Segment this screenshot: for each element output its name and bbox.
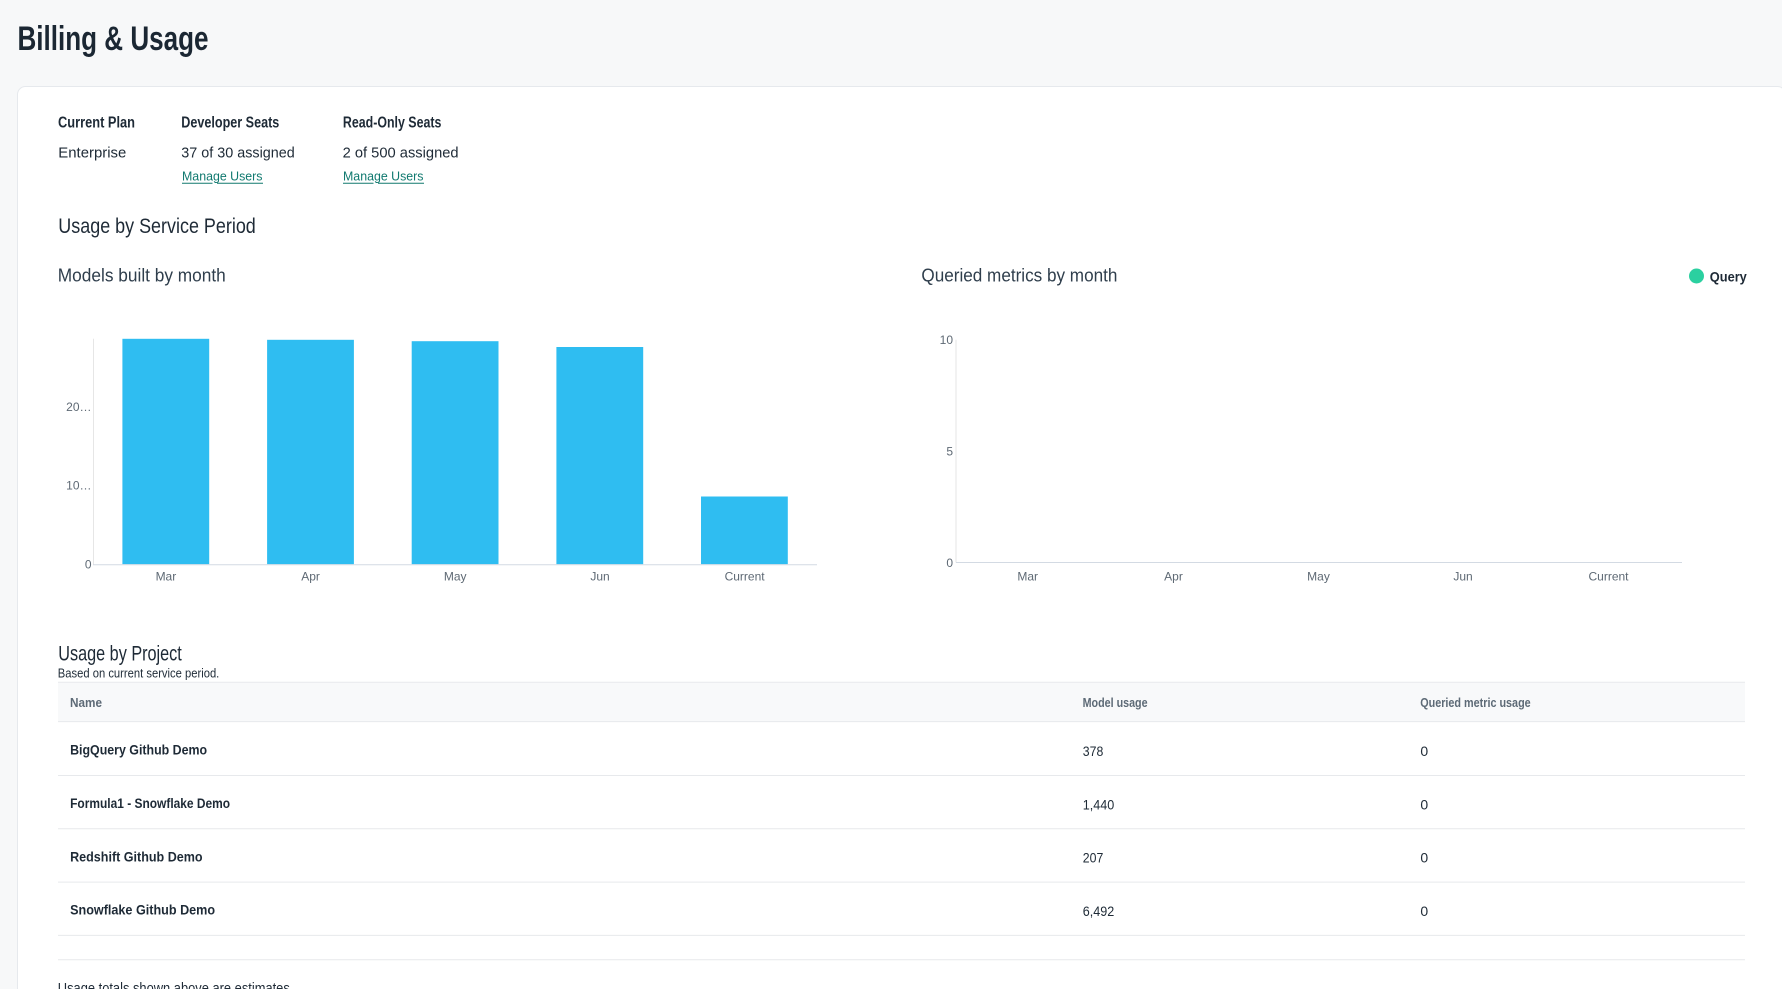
svg-text:Manage Users: Manage Users (182, 168, 263, 183)
svg-text:Apr: Apr (1164, 570, 1183, 584)
svg-text:0: 0 (85, 558, 92, 572)
svg-text:Query: Query (1710, 269, 1747, 285)
svg-text:Queried metric usage: Queried metric usage (1420, 695, 1531, 710)
svg-text:0: 0 (946, 556, 953, 570)
svg-text:10: 10 (940, 333, 954, 347)
svg-text:Models built by month: Models built by month (58, 266, 226, 286)
svg-text:5: 5 (946, 445, 953, 459)
svg-text:Jun: Jun (1453, 570, 1472, 584)
svg-text:May: May (1307, 570, 1330, 584)
svg-text:Usage by Service Period: Usage by Service Period (58, 215, 256, 238)
svg-text:2 of 500 assigned: 2 of 500 assigned (343, 146, 459, 162)
svg-text:207: 207 (1083, 850, 1104, 866)
svg-text:37 of 30 assigned: 37 of 30 assigned (181, 146, 294, 162)
svg-text:Formula1 - Snowflake Demo: Formula1 - Snowflake Demo (70, 795, 230, 811)
svg-text:Usage totals shown above are e: Usage totals shown above are estimates (58, 980, 290, 989)
svg-text:Snowflake Github Demo: Snowflake Github Demo (70, 902, 215, 918)
svg-text:Billing & Usage: Billing & Usage (18, 20, 209, 58)
svg-text:Based on current service perio: Based on current service period. (58, 666, 220, 681)
svg-text:Manage Users: Manage Users (343, 168, 424, 183)
svg-text:Jun: Jun (590, 570, 609, 584)
svg-text:Mar: Mar (156, 570, 177, 584)
svg-text:0: 0 (1420, 796, 1428, 812)
svg-text:20…: 20… (66, 400, 91, 414)
svg-text:Enterprise: Enterprise (58, 146, 126, 162)
svg-text:Name: Name (70, 695, 102, 710)
svg-text:Current: Current (1588, 570, 1629, 584)
svg-text:10…: 10… (66, 479, 91, 493)
svg-text:1,440: 1,440 (1083, 796, 1115, 812)
svg-text:May: May (444, 570, 467, 584)
svg-text:0: 0 (1420, 903, 1428, 919)
svg-text:Current: Current (725, 570, 766, 584)
svg-text:0: 0 (1420, 743, 1428, 759)
svg-text:Mar: Mar (1017, 570, 1038, 584)
svg-text:378: 378 (1083, 743, 1104, 759)
svg-text:Redshift Github Demo: Redshift Github Demo (70, 848, 203, 864)
svg-text:Developer Seats: Developer Seats (181, 114, 279, 131)
svg-text:Queried metrics by month: Queried metrics by month (921, 266, 1117, 286)
svg-text:6,492: 6,492 (1083, 903, 1115, 919)
svg-text:Current Plan: Current Plan (58, 114, 135, 131)
svg-text:0: 0 (1420, 850, 1428, 866)
svg-text:Usage by Project: Usage by Project (58, 642, 182, 665)
svg-text:Read-Only Seats: Read-Only Seats (343, 114, 442, 131)
svg-text:BigQuery Github Demo: BigQuery Github Demo (70, 742, 207, 758)
svg-text:Apr: Apr (301, 570, 320, 584)
svg-text:Model usage: Model usage (1083, 695, 1148, 710)
